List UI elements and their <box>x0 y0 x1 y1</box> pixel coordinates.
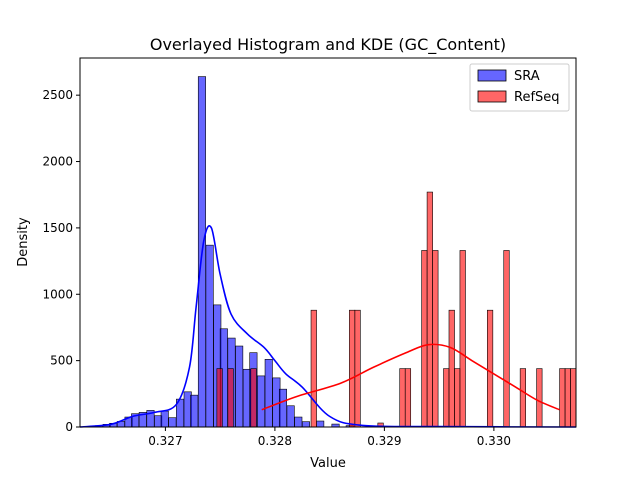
legend-label-sra: SRA <box>514 69 540 84</box>
y-tick-label: 0 <box>65 420 73 434</box>
sra-bar-10 <box>168 417 177 428</box>
sra-bar-29 <box>316 420 325 428</box>
sra-bar-13 <box>190 394 199 428</box>
refseq-bar-7 <box>399 368 406 428</box>
legend-swatch-refseq <box>477 90 507 103</box>
x-tick-label: 0.330 <box>477 434 511 448</box>
sra-bar-23 <box>264 359 273 428</box>
x-tick-label: 0.327 <box>148 434 182 448</box>
refseq-bar-20 <box>559 368 566 428</box>
sra-bar-25 <box>278 388 287 428</box>
y-tick-label: 2000 <box>42 155 73 169</box>
x-tick-label: 0.328 <box>258 434 292 448</box>
chart-title: Overlayed Histogram and KDE (GC_Content) <box>150 35 506 55</box>
plot-area: 0.327 0.328 0.329 0.330 0 500 1000 1500 2000 250… <box>42 57 577 448</box>
y-axis-ticks: 0 500 1000 1500 2000 2500 <box>42 88 80 434</box>
refseq-bar-0 <box>216 368 223 428</box>
y-tick-label: 2500 <box>42 88 73 102</box>
y-tick-label: 500 <box>50 354 73 368</box>
refseq-bar-18 <box>519 368 526 428</box>
refseq-bar-11 <box>432 250 439 428</box>
x-axis-ticks: 0.327 0.328 0.329 0.330 <box>148 427 511 448</box>
refseq-bar-14 <box>454 368 461 428</box>
refseq-bar-19 <box>536 368 543 428</box>
sra-bar-22 <box>257 375 266 428</box>
sra-bar-26 <box>286 405 295 428</box>
refseq-bar-4 <box>349 309 356 428</box>
legend-label-refseq: RefSeq <box>514 90 560 105</box>
refseq-bar-9 <box>421 250 428 428</box>
sra-kde-line <box>79 224 577 428</box>
refseq-bar-12 <box>443 368 450 428</box>
sra-bar-19 <box>235 345 244 428</box>
refseq-bar-22 <box>570 368 577 428</box>
x-axis-label: Value <box>310 456 346 471</box>
refseq-bar-16 <box>487 309 494 428</box>
refseq-bar-15 <box>459 250 466 428</box>
refseq-bar-10 <box>426 191 433 428</box>
refseq-bar-3 <box>310 309 317 428</box>
refseq-kde-line <box>261 343 560 411</box>
refseq-bar-8 <box>404 368 412 428</box>
y-axis-label: Density <box>16 217 31 267</box>
axes-frame <box>79 57 577 428</box>
sra-bar-9 <box>160 410 169 428</box>
refseq-bar-2 <box>250 368 257 428</box>
sra-bar-27 <box>294 416 303 428</box>
y-tick-label: 1500 <box>42 221 73 235</box>
x-tick-label: 0.329 <box>367 434 401 448</box>
sra-bar-28 <box>301 421 310 428</box>
legend-swatch-sra <box>477 69 507 82</box>
refseq-bar-17 <box>503 250 510 428</box>
refseq-bar-5 <box>354 309 361 428</box>
refseq-bar-13 <box>448 309 455 428</box>
y-tick-label: 1000 <box>42 287 73 301</box>
sra-bar-15 <box>205 244 214 428</box>
kde-lines <box>79 224 577 428</box>
legend: SRA RefSeq <box>469 63 570 112</box>
refseq-bar-21 <box>564 368 571 428</box>
refseq-bar-1 <box>227 368 234 428</box>
